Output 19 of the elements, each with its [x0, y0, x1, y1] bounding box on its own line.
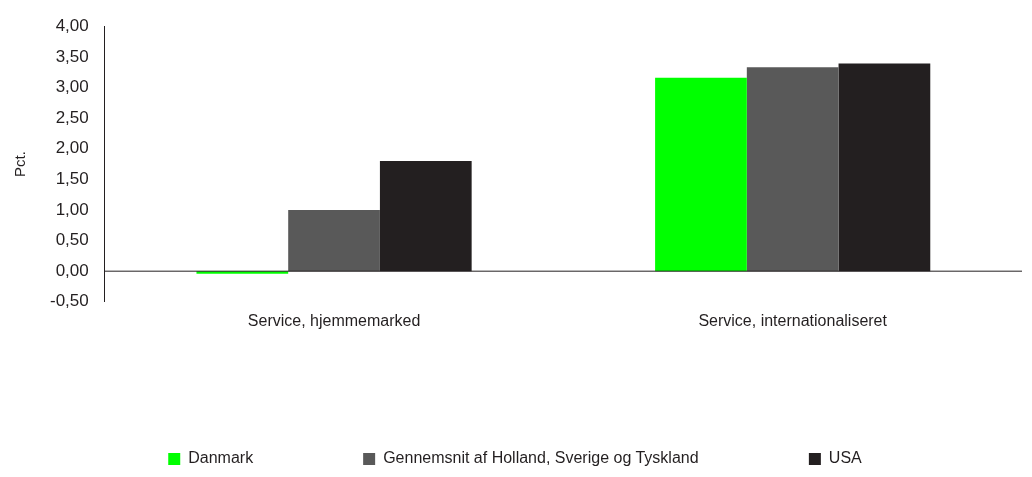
legend-label: USA [828, 449, 863, 467]
y-tick-label: 2,00 [55, 138, 89, 158]
y-axis-title: Pct. [11, 151, 29, 177]
bar [288, 209, 380, 272]
bar [655, 77, 747, 272]
y-tick-label: 1,50 [55, 169, 89, 188]
legend-label: Danmark [188, 449, 255, 467]
y-tick-label: -0,50 [50, 291, 89, 311]
x-tick-label: Service, internationaliseret [698, 311, 888, 329]
y-tick-label: 3,00 [55, 77, 89, 97]
bar [746, 67, 839, 272]
y-tick-label: 1,00 [55, 199, 89, 219]
x-tick-label: Service, hjemmemarked [247, 311, 421, 329]
y-tick-label: 0,00 [55, 260, 89, 280]
y-tick-label: 0,50 [55, 230, 89, 250]
y-tick-label: 4,00 [55, 15, 89, 35]
legend-label: Gennemsnit af Holland, Sverige og Tyskland [383, 449, 699, 467]
y-tick-label: 3,50 [55, 46, 89, 66]
y-tick-label: 2,50 [55, 107, 89, 127]
